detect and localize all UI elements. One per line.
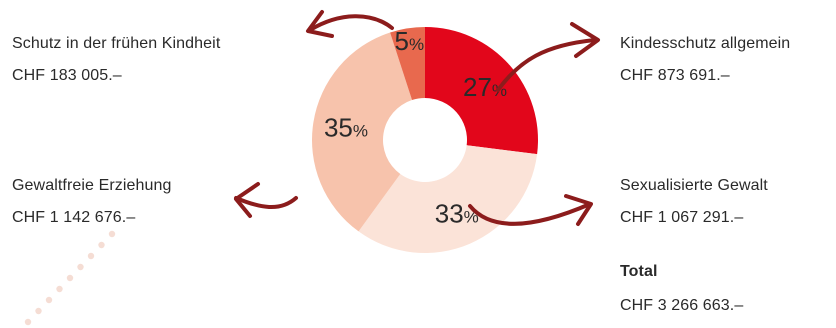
- arrowhead-sexualisierte-gewalt: [564, 194, 593, 226]
- slice-gewaltfreie-erziehung: [311, 32, 413, 232]
- legend-name: Sexualisierte Gewalt: [620, 177, 768, 194]
- total-label: Total: [620, 263, 658, 280]
- arrow-to-kindesschutz-allgemein: [496, 38, 597, 92]
- legend-amount: CHF 1 142 676.–: [12, 209, 136, 226]
- arrowhead-kindesschutz-allgemein: [570, 22, 600, 58]
- slice-kindesschutz-allgemein: [425, 27, 538, 155]
- percent-label-schutz-fruehe-kindheit: 5%: [395, 26, 425, 56]
- arrow-to-gewaltfreie-erziehung: [234, 196, 298, 210]
- legend-total: Total CHF 3 266 663.–: [620, 262, 743, 316]
- legend-amount: CHF 873 691.–: [620, 67, 730, 84]
- legend-kindesschutz-allgemein: Kindesschutz allgemein CHF 873 691.–: [620, 34, 790, 86]
- legend-sexualisierte-gewalt: Sexualisierte Gewalt CHF 1 067 291.–: [620, 176, 768, 228]
- legend-gewaltfreie-erziehung: Gewaltfreie Erziehung CHF 1 142 676.–: [12, 176, 172, 228]
- arrowhead-gewaltfreie-erziehung: [234, 182, 260, 218]
- decorative-dot: [35, 307, 42, 315]
- decorative-dot: [66, 274, 74, 282]
- decorative-dot: [77, 263, 84, 271]
- percent-label-gewaltfreie-erziehung: 35%: [324, 112, 368, 142]
- legend-name: Schutz in der frühen Kindheit: [12, 35, 221, 52]
- slice-schutz-fruehe-kindheit: [390, 27, 425, 101]
- decorative-dots: [24, 230, 116, 326]
- decorative-dot: [108, 230, 116, 238]
- decorative-dot: [24, 318, 32, 326]
- total-amount: CHF 3 266 663.–: [620, 297, 744, 314]
- decorative-dot: [87, 252, 95, 260]
- arrows: [234, 10, 600, 226]
- arrowhead-schutz-fruehe-kindheit: [306, 10, 334, 38]
- legend-name: Kindesschutz allgemein: [620, 35, 791, 52]
- arrow-to-sexualisierte-gewalt: [468, 202, 592, 226]
- decorative-dot: [45, 296, 53, 304]
- legend-amount: CHF 1 067 291.–: [620, 209, 744, 226]
- legend-name: Gewaltfreie Erziehung: [12, 177, 172, 194]
- decorative-dot: [98, 241, 105, 249]
- decorative-dot: [56, 285, 63, 293]
- legend-amount: CHF 183 005.–: [12, 67, 122, 84]
- slice-sexualisierte-gewalt: [358, 145, 538, 253]
- legend-schutz-fruehe-kindheit: Schutz in der frühen Kindheit CHF 183 00…: [12, 34, 220, 86]
- arrow-to-schutz-fruehe-kindheit: [308, 14, 394, 32]
